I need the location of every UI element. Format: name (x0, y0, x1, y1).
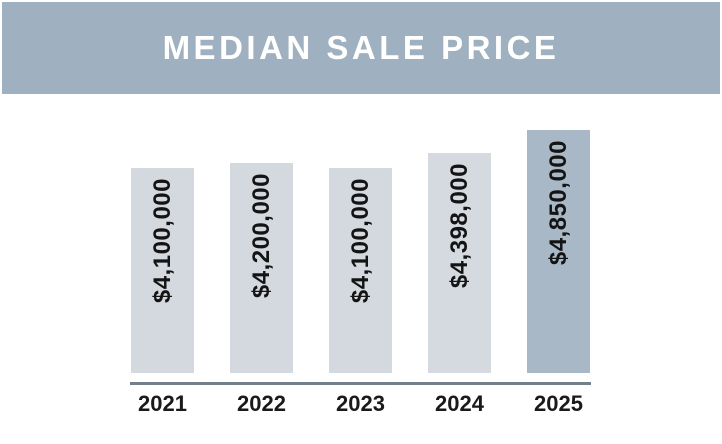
bar-2024: $4,398,000 (428, 153, 491, 373)
bar-value-label: $4,100,000 (346, 178, 374, 304)
bar-2025: $4,850,000 (527, 130, 590, 373)
chart-title: MEDIAN SALE PRICE (162, 29, 560, 66)
x-tick-label-2021: 2021 (138, 391, 187, 416)
x-axis-line (130, 382, 591, 385)
chart-title-banner: MEDIAN SALE PRICE (2, 2, 720, 94)
x-tick-label-2024: 2024 (435, 391, 484, 416)
bar-2021: $4,100,000 (131, 168, 194, 373)
bar-value-label: $4,100,000 (148, 178, 176, 304)
x-tick-label-2023: 2023 (336, 391, 385, 416)
bar-value-label: $4,398,000 (445, 163, 473, 289)
x-tick-label-2022: 2022 (237, 391, 286, 416)
bar-value-label: $4,850,000 (544, 140, 572, 266)
bar-value-label: $4,200,000 (247, 173, 275, 299)
x-tick-label-2025: 2025 (534, 391, 583, 416)
bar-2022: $4,200,000 (230, 163, 293, 373)
bar-2023: $4,100,000 (329, 168, 392, 373)
